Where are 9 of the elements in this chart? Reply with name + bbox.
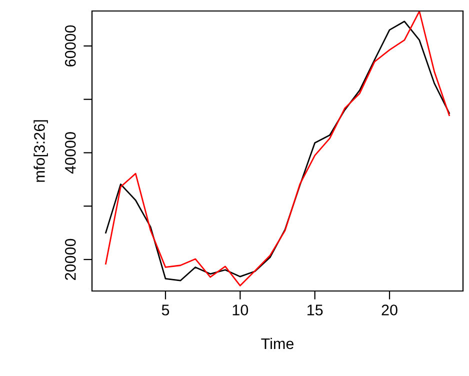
y-axis-title: mfo[3:26] <box>34 120 48 182</box>
y-tick-label: 20000 <box>64 238 76 280</box>
y-tick-label: 60000 <box>64 25 76 66</box>
x-tick-label: 5 <box>162 304 170 316</box>
x-tick-label: 15 <box>308 304 323 316</box>
x-tick-label: 10 <box>232 304 248 316</box>
x-tick-label: 20 <box>382 304 398 316</box>
y-tick-label: 40000 <box>64 132 76 174</box>
x-axis-title: Time <box>261 338 294 350</box>
